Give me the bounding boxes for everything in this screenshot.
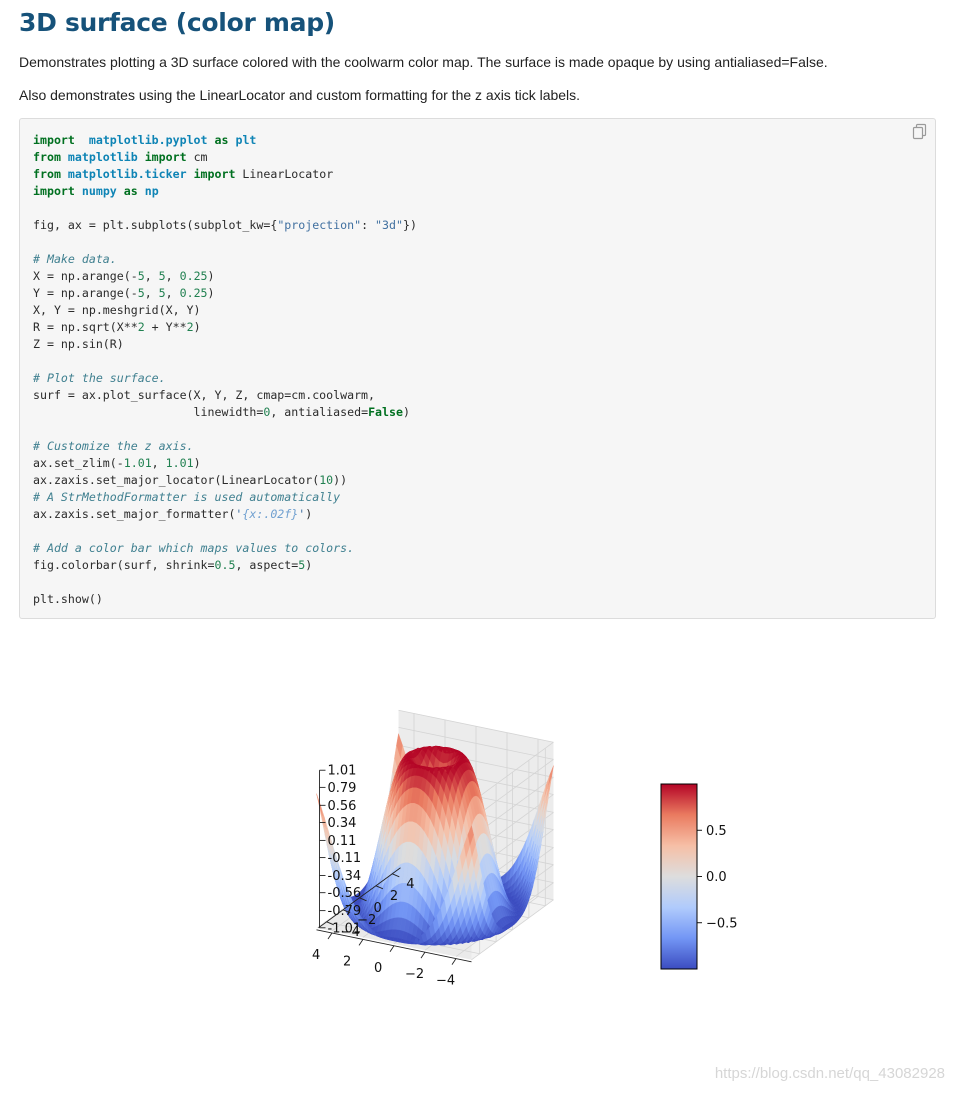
x-axis: −4 −2 0 2 4 <box>312 929 472 989</box>
y-tick-mark <box>342 909 351 914</box>
code-line <box>33 421 417 438</box>
code-line: # Make data. <box>33 252 117 266</box>
code-block: import matplotlib.pyplot as plt from matp… <box>19 118 936 619</box>
code-line: # Add a color bar which maps values to c… <box>33 541 355 555</box>
y-tick-mark <box>326 921 334 926</box>
code-line: # Plot the surface. <box>33 371 166 385</box>
x-tick-mark <box>358 939 364 946</box>
page-title: 3D surface (color map) <box>19 8 335 37</box>
surface-figure: -1.01 -0.79 -0.56 -0.34 -0.11 0.11 0.34 0.56 0.7… <box>0 640 955 1090</box>
code-listing: import matplotlib.pyplot as plt from matp… <box>33 132 417 608</box>
code-line: Y = np.arange(-5, 5, 0.25) <box>33 286 215 300</box>
z-tick-label: -0.34 <box>328 869 362 884</box>
code-line: # A StrMethodFormatter is used automatic… <box>33 490 341 504</box>
wall-grid-h <box>471 741 554 803</box>
wall-grid-h <box>471 899 554 961</box>
surface-mesh <box>316 732 554 946</box>
x-tick-label: −4 <box>436 974 455 989</box>
y-tick-label: −4 <box>341 925 360 940</box>
x-tick-label: 0 <box>374 961 382 976</box>
code-line: X = np.arange(-5, 5, 0.25) <box>33 269 215 283</box>
y-tick-label: −2 <box>357 913 376 928</box>
code-line: plt.show() <box>33 592 103 606</box>
z-tick-label: -0.11 <box>328 851 362 866</box>
watermark: https://blog.csdn.net/qq_43082928 <box>714 1065 945 1082</box>
z-tick-label: 1.01 <box>328 764 357 779</box>
z-tick-label: 0.79 <box>328 781 357 796</box>
colorbar-gradient <box>660 783 698 970</box>
z-tick-label: -0.79 <box>328 904 362 919</box>
z-tick-label: 0.11 <box>328 834 357 849</box>
y-tick-label: 2 <box>390 889 398 904</box>
code-line: X, Y = np.meshgrid(X, Y) <box>33 303 201 317</box>
z-tick-label: 0.56 <box>328 799 357 814</box>
code-line: ax.zaxis.set_major_formatter('{x:.02f}') <box>33 507 313 521</box>
wall-grid-h <box>398 726 554 760</box>
y-tick-mark <box>359 897 367 902</box>
code-line: fig.colorbar(surf, shrink=0.5, aspect=5) <box>33 558 313 572</box>
colorbar-tick-label: 0.0 <box>706 870 727 885</box>
code-line: ax.set_zlim(-1.01, 1.01) <box>33 456 201 470</box>
x-tick-mark <box>327 932 333 940</box>
y-tick-label: 4 <box>406 877 414 892</box>
x-tick-label: 2 <box>343 954 351 969</box>
z-axis: -1.01 -0.79 -0.56 -0.34 -0.11 0.11 0.34 0.56 0.7… <box>319 764 362 936</box>
y-tick-label: 0 <box>374 901 382 916</box>
code-line <box>33 200 417 217</box>
y-tick-mark <box>392 873 400 878</box>
z-tick-label: 0.34 <box>328 816 357 831</box>
x-tick-label: −2 <box>405 967 424 982</box>
description-paragraph-2: Also demonstrates using the LinearLocato… <box>19 87 581 103</box>
colorbar: 0.5 0.0 −0.5 <box>660 783 738 970</box>
z-tick-label: -0.56 <box>328 886 362 901</box>
code-line: # Customize the z axis. <box>33 439 194 453</box>
code-line <box>33 353 417 370</box>
code-line: R = np.sqrt(X**2 + Y**2) <box>33 320 201 334</box>
wall-grid-h <box>471 759 554 820</box>
code-line <box>33 234 417 251</box>
code-line: fig, ax = plt.subplots(subplot_kw={"proj… <box>33 218 417 232</box>
code-line: Z = np.sin(R) <box>33 337 124 351</box>
colorbar-tick-label: 0.5 <box>706 824 727 839</box>
code-line: surf = ax.plot_surface(X, Y, Z, cmap=cm.… <box>33 388 376 402</box>
x-tick-mark <box>420 951 426 959</box>
z-tick-label: -1.01 <box>328 921 362 936</box>
copy-icon[interactable] <box>912 123 928 141</box>
description-paragraph: Demonstrates plotting a 3D surface color… <box>19 54 828 70</box>
code-line: linewidth=0, antialiased=False) <box>33 405 410 419</box>
code-line: from matplotlib import cm <box>33 150 208 164</box>
code-line: import matplotlib.pyplot as plt <box>33 133 257 147</box>
x-tick-label: 4 <box>312 948 320 963</box>
x-tick-mark <box>389 945 395 953</box>
y-tick-mark <box>375 885 384 890</box>
wall-grid-h <box>398 709 554 743</box>
code-line: ax.zaxis.set_major_locator(LinearLocator… <box>33 473 348 487</box>
colorbar-tick-label: −0.5 <box>706 916 738 931</box>
surface-plot: -1.01 -0.79 -0.56 -0.34 -0.11 0.11 0.34 0.56 0.7… <box>312 709 738 989</box>
code-line: import numpy as np <box>33 184 159 198</box>
x-tick-mark <box>451 958 457 965</box>
code-line <box>33 523 417 540</box>
code-line <box>33 574 417 591</box>
code-line: from matplotlib.ticker import LinearLoca… <box>33 167 334 181</box>
